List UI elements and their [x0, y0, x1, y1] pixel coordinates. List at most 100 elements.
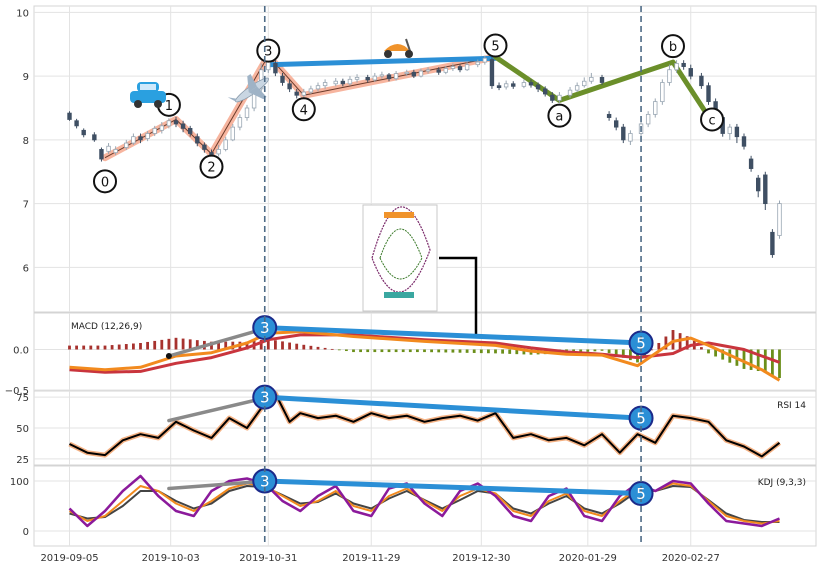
macd-histogram-bar: [600, 349, 604, 351]
candle-body: [425, 69, 431, 72]
rsi-panel-label: RSI 14: [777, 401, 806, 411]
macd-histogram-bar: [394, 349, 398, 353]
macd-line: [69, 330, 781, 382]
candle-body: [187, 127, 193, 134]
wave-label-circle: [256, 38, 281, 63]
candle-body: [511, 83, 516, 87]
macd-histogram-bar: [345, 349, 348, 352]
candle-body: [770, 231, 775, 256]
candle-body: [354, 77, 360, 80]
price-ytick-label: 10: [16, 8, 29, 19]
macd-blue-divergence-line: [262, 325, 644, 346]
macd-histogram-bar: [167, 338, 171, 350]
x-tick-label: 2019-10-31: [239, 553, 297, 564]
macd-histogram-bar: [366, 349, 370, 353]
macd-histogram-bar: [778, 349, 781, 379]
macd-histogram-bar: [451, 349, 455, 353]
inset-mini-bar: [384, 292, 414, 298]
candle-body: [667, 69, 672, 83]
macd-histogram-bar: [756, 349, 760, 372]
candle-body: [372, 75, 377, 81]
candle-body: [628, 133, 633, 142]
candle-body: [496, 85, 502, 88]
candle-body: [216, 149, 221, 155]
macd-histogram-bar: [657, 342, 661, 350]
wave-label-circle: [93, 169, 117, 194]
candle-body: [386, 74, 392, 80]
candle-body: [653, 101, 658, 115]
macd-wave-marker-5: 5: [636, 334, 646, 352]
candle-body: [301, 91, 306, 96]
candle-body: [322, 82, 328, 87]
candle-body: [543, 88, 548, 95]
wave-label-circle: [661, 34, 685, 59]
macd-histogram-bar: [174, 337, 178, 350]
wave-label-a: a: [555, 110, 563, 125]
macd-histogram-bar: [132, 343, 135, 350]
inset-curve: [371, 206, 431, 293]
car-wheel: [134, 100, 142, 108]
macd-histogram-bar: [82, 345, 86, 350]
candle-body: [557, 94, 562, 101]
candle-body: [706, 85, 711, 103]
wave-label-0: 0: [101, 175, 109, 190]
macd-histogram-bar: [430, 349, 433, 353]
price-ytick-label: 9: [23, 72, 29, 83]
candle-body: [688, 68, 693, 77]
candle-body: [756, 177, 761, 192]
macd-histogram-bar: [664, 336, 668, 350]
macd-histogram-bar: [352, 349, 355, 353]
candle-body: [131, 136, 136, 144]
kdj-wave-marker-5: 5: [636, 485, 646, 503]
candle-body: [734, 126, 740, 138]
kdj-ytick-label: 0: [23, 527, 29, 538]
candle-body: [450, 66, 456, 69]
overlay-layer: [93, 6, 725, 546]
rsi-blue-divergence-line: [262, 394, 644, 421]
candle-body: [436, 69, 441, 73]
macd-histogram-bar: [195, 340, 199, 350]
car-wheel: [154, 100, 162, 108]
kdj-blue-divergence-line: [262, 478, 644, 496]
kdj-panel-frame: [33, 465, 817, 547]
candle-body: [99, 149, 104, 160]
macd-histogram-bar: [217, 341, 220, 350]
wave-label-1: 1: [165, 99, 173, 114]
macd-histogram-bar: [188, 339, 192, 350]
macd-histogram-bar: [593, 349, 597, 352]
macd-histogram-bar: [522, 349, 526, 355]
macd-histogram-bar: [181, 338, 185, 350]
macd-histogram-bar: [614, 349, 618, 356]
rsi-grey-divergence-line: [167, 395, 271, 423]
candle-body: [574, 85, 580, 91]
candle-body: [777, 203, 782, 236]
series-layer: [67, 52, 782, 528]
wave-label-4: 4: [300, 103, 308, 118]
macd-histogram-bar: [607, 349, 611, 354]
candle-body: [347, 78, 353, 85]
candle-body: [550, 94, 555, 101]
macd-histogram-bar: [508, 349, 512, 354]
candle-body: [315, 85, 321, 90]
macd-wave-marker-3: 3: [260, 319, 270, 337]
plane-tail: [227, 97, 237, 102]
macd-histogram-bar: [458, 349, 462, 353]
macd-histogram-bar: [245, 341, 249, 350]
macd-histogram-bar: [160, 339, 164, 350]
macd-histogram-bar: [124, 344, 128, 350]
macd-histogram-bar: [75, 345, 78, 350]
candle-body: [475, 61, 480, 66]
airplane-icon: [227, 73, 269, 103]
price-ytick-label: 8: [23, 136, 29, 147]
candle-body: [159, 125, 164, 131]
price-ytick-label: 6: [23, 263, 29, 274]
candle-body: [748, 158, 754, 169]
macd-histogram-bar: [96, 345, 100, 350]
kdj-panel-label: KDJ (9,3,3): [758, 478, 806, 488]
x-tick-label: 2020-02-27: [662, 553, 720, 564]
price-series-group: [67, 52, 782, 258]
wave-label-circle: [700, 107, 725, 132]
macd-histogram-bar: [465, 349, 469, 353]
candle-body: [113, 149, 118, 154]
